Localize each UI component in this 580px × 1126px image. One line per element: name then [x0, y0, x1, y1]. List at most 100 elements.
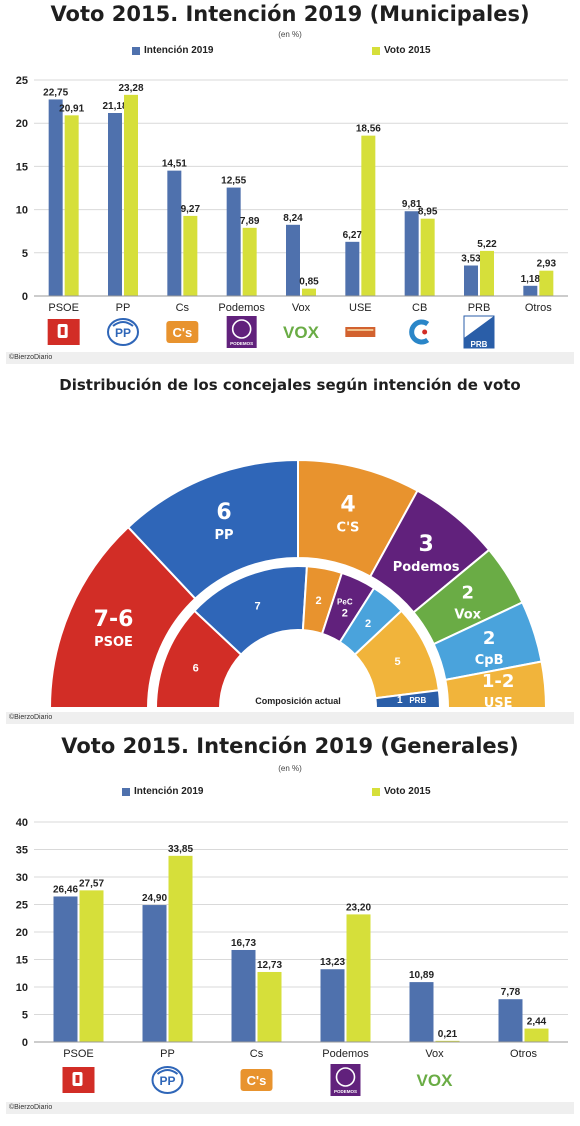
- bar-voto-2015: [124, 94, 138, 296]
- use-logo: [345, 327, 376, 337]
- y-tick-label: 10: [16, 205, 28, 217]
- data-label: 26,46: [53, 884, 78, 895]
- legend-label: Intención 2019: [144, 45, 214, 56]
- data-label: 6,27: [343, 230, 363, 241]
- data-label: 18,56: [356, 124, 381, 135]
- party-label: C'S: [337, 520, 360, 535]
- chart-title: Voto 2015. Intención 2019 (Municipales): [50, 2, 530, 26]
- cs-logo: C's: [166, 321, 199, 343]
- bar-intencion-2019: [498, 999, 523, 1042]
- bar-voto-2015: [435, 1040, 460, 1042]
- x-tick-label: PP: [160, 1048, 175, 1060]
- bar-voto-2015: [524, 1028, 549, 1042]
- legend-item-voto: Voto 2015: [372, 45, 431, 56]
- bar-intencion-2019: [108, 113, 122, 297]
- seat-count-label: 1-2: [482, 671, 515, 692]
- legend-swatch-voto: [372, 46, 380, 55]
- chart-title: Distribución de los concejales según int…: [59, 376, 521, 394]
- logo-text: C's: [247, 1073, 267, 1088]
- data-label: 7,89: [240, 216, 260, 227]
- data-label: 24,90: [142, 893, 167, 904]
- seat-count-label: 2: [365, 618, 371, 630]
- data-label: 2,93: [537, 259, 557, 270]
- x-tick-label: USE: [349, 302, 372, 314]
- chart-subtitle: (en %): [278, 30, 302, 39]
- data-label: 0,85: [299, 277, 319, 288]
- party-label: USE: [484, 696, 513, 711]
- data-label: 10,89: [409, 970, 434, 981]
- data-label: 23,28: [118, 83, 143, 94]
- y-tick-label: 15: [16, 955, 28, 967]
- municipales-bar-chart: 0 5 10 15 20 25 22,75 20,91 PSOE 21,18 23,28 PP PP 14…: [16, 75, 568, 349]
- x-tick-label: PSOE: [63, 1048, 94, 1060]
- x-tick-label: Vox: [425, 1048, 444, 1060]
- seat-count-label: 6: [216, 500, 231, 525]
- legend-swatch-voto: [372, 787, 380, 796]
- seat-count-label: 4: [340, 492, 355, 517]
- data-label: 0,21: [438, 1029, 458, 1040]
- legend-label: Voto 2015: [384, 786, 431, 797]
- y-tick-label: 25: [16, 75, 28, 87]
- bar-intencion-2019: [226, 187, 241, 296]
- party-label: CpB: [475, 653, 504, 668]
- data-label: 14,51: [162, 159, 187, 170]
- y-tick-label: 10: [16, 982, 28, 994]
- bar-voto-2015: [242, 227, 257, 296]
- seat-count-label: 2: [316, 595, 322, 607]
- bar-voto-2015: [257, 971, 282, 1042]
- legend-item-intencion: Intención 2019: [132, 45, 213, 56]
- data-label: 20,91: [59, 103, 84, 114]
- credit-text: ©BierzoDiario: [6, 1102, 574, 1114]
- vox-logo: VOX: [283, 323, 320, 342]
- bar-intencion-2019: [142, 905, 167, 1042]
- legend-label: Voto 2015: [384, 45, 431, 56]
- bar-intencion-2019: [48, 99, 63, 296]
- credit-text: ©BierzoDiario: [6, 712, 574, 724]
- y-tick-label: 35: [16, 845, 28, 857]
- data-label: 12,73: [257, 960, 282, 971]
- bar-voto-2015: [168, 855, 193, 1042]
- seat-count-label: 2: [342, 607, 348, 619]
- x-tick-label: Cs: [176, 302, 190, 314]
- x-tick-label: PSOE: [48, 302, 79, 314]
- logo-text: PODEMOS: [334, 1089, 357, 1094]
- data-label: 22,75: [43, 87, 68, 98]
- concejales-chart-panel: Distribución de los concejales según int…: [6, 368, 574, 728]
- psoe-logo: [62, 1067, 95, 1093]
- bar-intencion-2019: [404, 211, 419, 296]
- legend-swatch-intencion: [132, 46, 140, 55]
- legend-label: Intención 2019: [134, 786, 204, 797]
- y-tick-label: 5: [22, 248, 28, 260]
- data-label: 8,95: [418, 207, 438, 218]
- x-tick-label: Vox: [292, 302, 311, 314]
- bar-voto-2015: [539, 270, 554, 296]
- bar-intencion-2019: [345, 241, 360, 296]
- seat-count-label: 7-6: [94, 607, 134, 632]
- prb-logo: PRB: [463, 315, 495, 349]
- y-tick-label: 0: [22, 1037, 28, 1049]
- generales-chart-panel: Voto 2015. Intención 2019 (Generales) (e…: [6, 730, 574, 1120]
- credit-text: ©BierzoDiario: [6, 352, 574, 364]
- y-tick-label: 20: [16, 118, 28, 130]
- chart-subtitle: (en %): [278, 764, 302, 773]
- bar-voto-2015: [480, 250, 494, 296]
- seat-count-label: 7: [254, 601, 260, 613]
- data-label: 27,57: [79, 878, 104, 889]
- x-tick-label: Otros: [510, 1048, 537, 1060]
- data-label: 13,23: [320, 957, 345, 968]
- bar-voto-2015: [346, 914, 371, 1042]
- vox-logo: VOX: [417, 1071, 454, 1090]
- seat-count-label: 3: [418, 532, 433, 557]
- y-tick-label: 40: [16, 817, 28, 829]
- data-label: 5,22: [477, 239, 497, 250]
- cs-logo: C's: [240, 1069, 273, 1091]
- data-label: 7,78: [501, 987, 521, 998]
- podemos-logo: PODEMOS: [330, 1064, 361, 1096]
- data-label: 33,85: [168, 844, 193, 855]
- data-label: 16,73: [231, 938, 256, 949]
- seat-count-label: 6: [193, 663, 199, 675]
- party-label: PSOE: [94, 635, 133, 650]
- podemos-logo: PODEMOS: [226, 316, 257, 348]
- inner-ring-segment: [374, 689, 442, 709]
